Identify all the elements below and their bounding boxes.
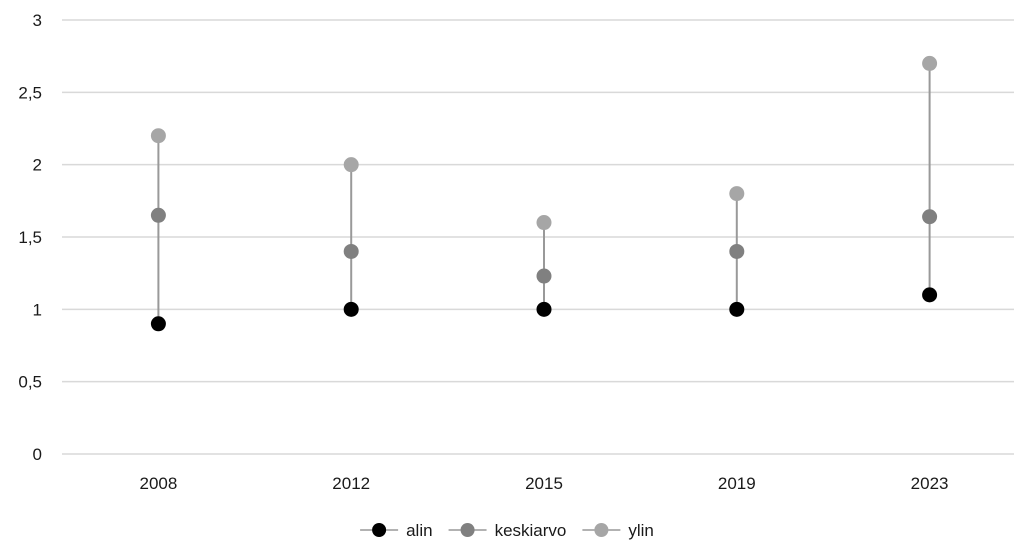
x-tick-label: 2019 [718, 474, 756, 493]
data-point-alin [343, 301, 359, 317]
x-tick-label: 2012 [332, 474, 370, 493]
data-point-keskiarvo [729, 243, 745, 259]
data-point-alin [150, 316, 166, 332]
legend-marker [372, 523, 387, 537]
y-tick-label: 1,5 [18, 228, 42, 247]
data-point-ylin [343, 157, 359, 173]
x-axis-tick-labels: 2008 2012 2015 2019 2023 [139, 474, 948, 493]
y-tick-label: 0 [33, 445, 42, 464]
legend-item-keskiarvo: keskiarvo [448, 521, 567, 540]
data-point-ylin [922, 55, 938, 71]
data-point-ylin [150, 128, 166, 144]
y-tick-label: 0,5 [18, 373, 42, 392]
data-point-ylin [536, 215, 552, 231]
x-tick-label: 2023 [911, 474, 949, 493]
legend-marker [594, 523, 609, 537]
data-point-keskiarvo [150, 207, 166, 223]
legend-label: ylin [628, 521, 654, 540]
x-tick-label: 2008 [139, 474, 177, 493]
data-point-keskiarvo [343, 243, 359, 259]
legend-marker [460, 523, 475, 537]
gridlines [62, 19, 1014, 455]
y-tick-label: 1 [33, 300, 42, 319]
legend-item-ylin: ylin [582, 521, 654, 540]
data-point-alin [922, 287, 938, 303]
legend-item-alin: alin [360, 521, 433, 540]
y-tick-label: 3 [33, 11, 42, 30]
y-axis-tick-labels: 0 0,5 1 1,5 2 2,5 3 [18, 11, 42, 464]
legend-label: alin [406, 521, 432, 540]
y-tick-label: 2 [33, 156, 42, 175]
data-point-keskiarvo [536, 268, 552, 284]
legend-label: keskiarvo [495, 521, 567, 540]
data-point-alin [729, 301, 745, 317]
high-low-lines [157, 63, 931, 324]
y-tick-label: 2,5 [18, 83, 42, 102]
x-tick-label: 2015 [525, 474, 563, 493]
data-points [150, 55, 938, 332]
data-point-keskiarvo [922, 209, 938, 225]
data-point-alin [536, 301, 552, 317]
data-point-ylin [729, 186, 745, 202]
legend: alin keskiarvo ylin [360, 521, 654, 540]
